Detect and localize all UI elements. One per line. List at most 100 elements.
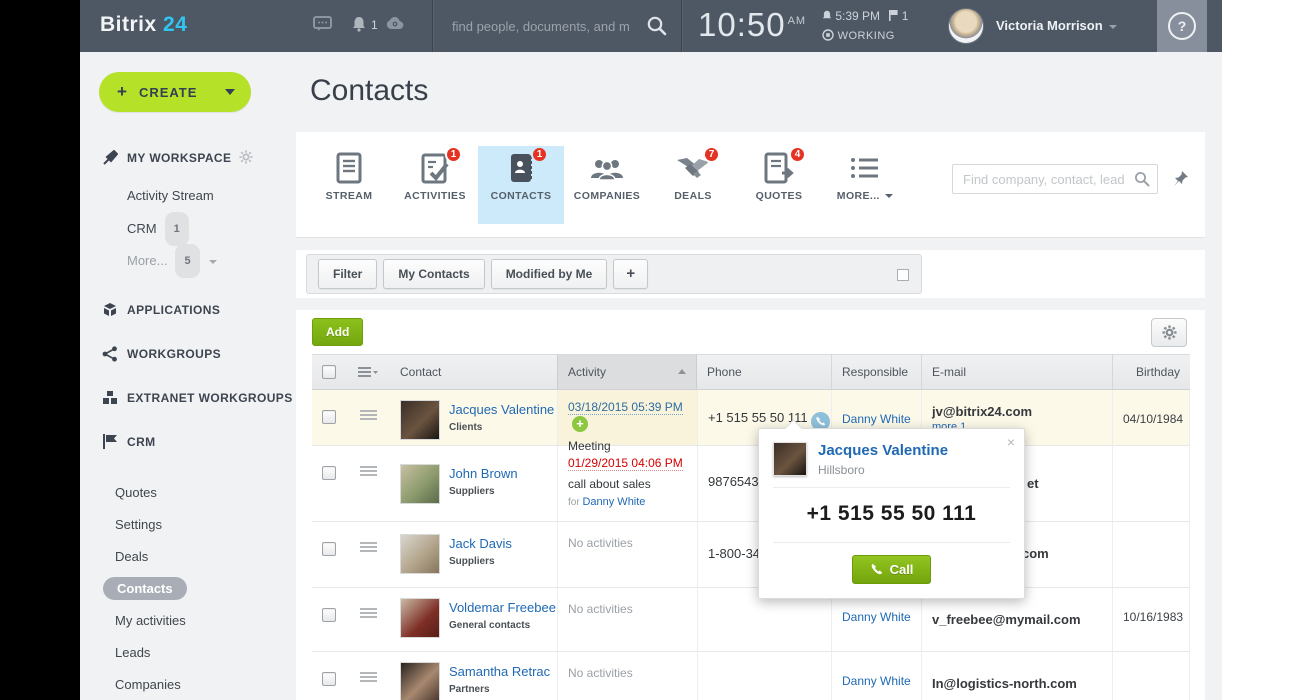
row-checkbox[interactable] — [322, 672, 336, 686]
bitrix24-logo[interactable]: Bitrix 24 — [100, 13, 187, 37]
table-row-jack-davis[interactable]: Jack Davis Suppliers No activities 1-800… — [312, 522, 1190, 588]
user-menu[interactable]: Victoria Morrison — [996, 18, 1117, 33]
tab-contacts[interactable]: CONTACTS 1 — [478, 146, 564, 224]
row-menu-icon[interactable] — [359, 608, 377, 643]
more-list-icon — [822, 146, 908, 186]
grid-settings-button[interactable] — [1151, 318, 1187, 347]
row-checkbox[interactable] — [322, 608, 336, 622]
modified-by-me-filter-button[interactable]: Modified by Me — [490, 259, 608, 289]
responsible-link[interactable]: Danny White — [842, 412, 911, 426]
contact-name-link[interactable]: Jack Davis — [449, 536, 512, 551]
topbar-divider — [432, 0, 433, 52]
header-responsible[interactable]: Responsible — [831, 355, 921, 389]
user-avatar[interactable] — [948, 8, 984, 44]
sidebar-section-extranet-workgroups[interactable]: EXTRANET WORKGROUPS — [80, 376, 296, 420]
notifications-bell-icon[interactable] — [352, 16, 366, 37]
tab-companies[interactable]: COMPANIES — [564, 146, 650, 224]
tab-activities[interactable]: ACTIVITIES 1 — [392, 146, 478, 224]
sidebar-section-workgroups[interactable]: WORKGROUPS — [80, 332, 296, 376]
header-activity[interactable]: Activity — [557, 355, 697, 389]
popup-contact-name-link[interactable]: Jacques Valentine — [818, 442, 949, 459]
row-menu-icon[interactable] — [359, 542, 377, 579]
contact-name-link[interactable]: John Brown — [449, 466, 518, 481]
contact-name-link[interactable]: Samantha Retrac — [449, 664, 551, 679]
sidebar-item-more[interactable]: More... 5 — [80, 244, 296, 278]
global-search-input[interactable] — [452, 14, 682, 38]
sidebar-item-deals[interactable]: Deals — [115, 540, 296, 572]
crm-flag-icon — [102, 434, 118, 450]
create-label: CREATE — [138, 84, 198, 100]
table-row-john-brown[interactable]: John Brown Suppliers 01/29/2015 04:06 PM… — [312, 446, 1190, 522]
sidebar-item-crm[interactable]: CRM 1 — [80, 212, 296, 246]
table-row-samantha-retrac[interactable]: Samantha Retrac Partners No activities D… — [312, 652, 1190, 700]
header-email[interactable]: E-mail — [921, 355, 1112, 389]
work-status[interactable]: WORKING — [822, 29, 895, 42]
sidebar-item-activity-stream[interactable]: Activity Stream — [80, 180, 296, 212]
popup-contact-city: Hillsboro — [818, 463, 865, 477]
work-clock[interactable]: 10:50 AM — [698, 6, 806, 44]
responsible-link[interactable]: Danny White — [842, 674, 911, 688]
pin-icon[interactable] — [1172, 170, 1189, 192]
row-menu-icon[interactable] — [359, 672, 377, 700]
sidebar-item-quotes[interactable]: Quotes — [115, 476, 296, 508]
add-contact-button[interactable]: Add — [312, 318, 364, 346]
sidebar-item-my-activities[interactable]: My activities — [115, 604, 296, 636]
help-panel[interactable]: ? — [1157, 0, 1207, 52]
help-icon[interactable]: ? — [1168, 12, 1196, 40]
assignee-link[interactable]: Danny White — [582, 496, 646, 508]
create-button[interactable]: + CREATE — [99, 72, 251, 112]
filter-settings-icon[interactable] — [897, 269, 909, 281]
add-filter-button[interactable]: + — [613, 259, 649, 289]
sidebar-section-my-workspace[interactable]: MY WORKSPACE — [80, 146, 296, 170]
tab-quotes[interactable]: QUOTES 4 — [736, 146, 822, 224]
sidebar-section-applications[interactable]: APPLICATIONS — [80, 288, 296, 332]
select-all-checkbox[interactable] — [322, 365, 336, 379]
flag-counter[interactable]: 1 — [889, 9, 908, 23]
row-menu-icon[interactable] — [359, 410, 377, 437]
workspace-pin-icon — [102, 149, 119, 166]
tab-deals[interactable]: DEALS 7 — [650, 146, 736, 224]
activity-date-link[interactable]: 01/29/2015 04:06 PM — [568, 456, 683, 471]
reminder-row[interactable]: 5:39 PM 1 — [822, 9, 908, 23]
tab-stream[interactable]: STREAM — [306, 146, 392, 224]
contact-name-link[interactable]: Voldemar Freebee — [449, 600, 556, 615]
sidebar-item-contacts[interactable]: Contacts — [103, 572, 296, 604]
find-search-icon[interactable] — [1134, 171, 1150, 192]
cloud-drive-icon[interactable] — [386, 16, 404, 35]
table-row-voldemar-freebee[interactable]: Voldemar Freebee General contacts No act… — [312, 588, 1190, 652]
plus-icon: + — [117, 82, 127, 101]
row-checkbox[interactable] — [322, 466, 336, 480]
find-entity-input[interactable] — [952, 164, 1158, 194]
contact-type: General contacts — [449, 620, 531, 631]
chat-icon[interactable] — [313, 16, 332, 37]
call-phone-icon[interactable] — [810, 412, 830, 431]
row-checkbox[interactable] — [322, 410, 336, 424]
add-activity-icon[interactable]: + — [572, 416, 588, 432]
sidebar-item-leads[interactable]: Leads — [115, 636, 296, 668]
filter-button[interactable]: Filter — [318, 259, 378, 289]
header-menu-icon[interactable] — [346, 355, 390, 389]
gear-icon[interactable] — [239, 149, 253, 167]
table-header-row: Contact Activity Phone Responsible E-mai… — [312, 354, 1190, 390]
chevron-down-icon — [225, 89, 235, 95]
my-contacts-filter-button[interactable]: My Contacts — [383, 259, 485, 289]
sidebar-item-settings[interactable]: Settings — [115, 508, 296, 540]
table-row-jacques-valentine[interactable]: Jacques Valentine Clients 03/18/2015 05:… — [312, 390, 1190, 453]
tab-more[interactable]: MORE... — [822, 146, 908, 224]
activity-date-link[interactable]: 03/18/2015 05:39 PM — [568, 400, 683, 415]
sidebar-item-companies[interactable]: Companies — [115, 668, 296, 700]
close-icon[interactable]: × — [1006, 434, 1015, 450]
sidebar-section-crm[interactable]: CRM — [80, 420, 296, 464]
global-search-icon[interactable] — [646, 15, 667, 41]
responsible-link[interactable]: Danny White — [842, 610, 911, 624]
header-phone[interactable]: Phone — [707, 365, 742, 379]
contact-name-link[interactable]: Jacques Valentine — [449, 402, 555, 417]
header-contact[interactable]: Contact — [400, 365, 442, 379]
row-menu-icon[interactable] — [359, 466, 377, 513]
header-birthday[interactable]: Birthday — [1112, 355, 1190, 389]
call-button[interactable]: Call — [851, 555, 932, 584]
user-name: Victoria Morrison — [996, 18, 1103, 33]
item-label: Settings — [115, 516, 162, 532]
row-checkbox[interactable] — [322, 542, 336, 556]
tab-label: COMPANIES — [573, 190, 641, 202]
